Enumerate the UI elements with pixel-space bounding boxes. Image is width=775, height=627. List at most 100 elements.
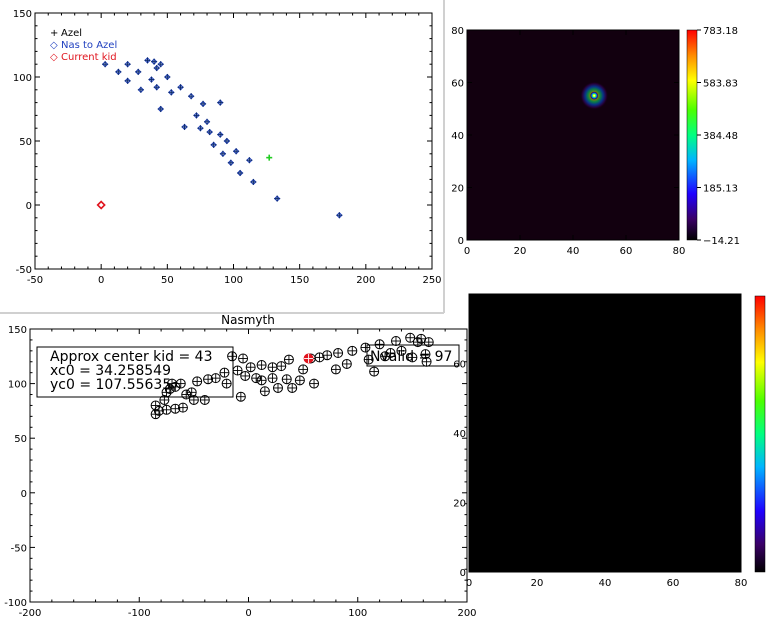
azel-xtick-label: 100: [224, 275, 243, 286]
nas-xtick-label: 200: [457, 608, 476, 619]
azel-legend-symbol: +: [50, 28, 58, 39]
nasmyth-plot: Nasmyth -200 -100 0 100 200 -100-50050100150…: [4, 313, 476, 619]
azel-point: [336, 212, 343, 219]
nas-point: [309, 378, 320, 389]
azel-xtick-label: 150: [290, 275, 309, 286]
nas-point: [341, 358, 352, 369]
beam-map-y-axis: 0 20 40 60 80: [451, 26, 679, 247]
azel-legend: + Azel◇ Nas to Azel◇ Current kid: [50, 28, 117, 63]
beam-xtick-label: 60: [620, 246, 633, 257]
yc0-label: yc0 = 107.55635: [50, 377, 171, 393]
beam-map-peak: [590, 91, 599, 100]
azel-xtick-label: 200: [356, 275, 375, 286]
azel-ytick-label: 100: [13, 73, 32, 84]
nas-point: [251, 373, 262, 384]
empty-map-plot: 0 20 40 60 80 0 20 40 60: [453, 293, 766, 589]
empty-xtick-label: 0: [466, 578, 472, 589]
azel-point: [150, 58, 158, 65]
nas-current-kid-point: [303, 353, 314, 364]
nasmyth-x-axis: -200 -100 0 100 200: [19, 329, 477, 619]
nas-point: [294, 375, 305, 386]
azel-point: [236, 169, 244, 177]
beam-colorbar-tick-label: 384.48: [703, 131, 738, 142]
nas-point: [314, 352, 325, 363]
nas-point: [267, 373, 278, 384]
nas-point: [360, 342, 371, 353]
nas-point: [181, 389, 192, 400]
nvalid-annotation-box: [366, 344, 460, 367]
nas-point: [287, 382, 298, 393]
beam-xtick-label: 20: [514, 246, 527, 257]
empty-ytick-label: 20: [453, 499, 466, 510]
beam-ytick-label: 60: [451, 79, 464, 90]
azel-point: [164, 73, 171, 81]
beam-ytick-label: 40: [451, 131, 464, 142]
center-kid-annotation-box: [36, 346, 234, 398]
nas-point: [363, 354, 374, 365]
nas-point: [192, 376, 203, 387]
nas-point: [347, 345, 358, 356]
azel-point: [177, 84, 184, 91]
nas-point: [369, 366, 380, 377]
azel-point: [187, 92, 195, 100]
nas-point: [283, 354, 294, 365]
nas-point: [390, 336, 401, 347]
azel-point: [101, 60, 109, 68]
nas-point: [219, 367, 230, 378]
empty-xtick-label: 20: [531, 578, 544, 589]
nas-point: [164, 384, 175, 395]
azel-point: [124, 60, 131, 68]
nas-ytick-label: -100: [4, 598, 27, 609]
nas-point: [276, 361, 287, 372]
azel-point: [148, 76, 155, 83]
azel-point: [273, 195, 281, 202]
azel-xtick-label: 250: [422, 275, 441, 286]
nas-point: [170, 381, 181, 392]
beam-colorbar: [686, 29, 698, 241]
empty-colorbar: [754, 295, 766, 573]
azel-legend-symbol: ◇: [50, 52, 58, 63]
azel-point: [246, 156, 253, 164]
nas-point: [210, 373, 221, 384]
beam-colorbar-ticks: 783.18 583.83 384.48 185.13 −14.21: [697, 26, 740, 247]
nas-point: [396, 345, 407, 356]
azel-legend-label: Azel: [61, 28, 82, 39]
nas-point: [177, 402, 188, 413]
beam-xtick-label: 80: [673, 246, 686, 257]
azel-current-kid-point: [96, 200, 106, 210]
azel-point: [210, 141, 217, 149]
beam-colorbar-tick-label: 185.13: [703, 184, 738, 195]
nas-point: [227, 351, 238, 362]
empty-ytick-label: 0: [460, 568, 466, 579]
beam-map-image: [467, 30, 679, 240]
azel-panel-bg: [0, 0, 444, 313]
nas-point: [203, 374, 214, 385]
nasmyth-y-axis: -100 -50 0 50 100 150: [4, 325, 467, 609]
empty-ytick-label: 40: [453, 429, 466, 440]
azel-series: [96, 57, 343, 219]
nas-point: [272, 382, 283, 393]
azel-point: [115, 68, 122, 76]
azel-legend-symbol: ◇: [50, 40, 58, 51]
nas-point: [188, 394, 199, 405]
azel-point: [157, 105, 164, 113]
azel-ytick-label: 0: [26, 201, 32, 212]
nas-point: [240, 370, 251, 381]
beam-map-plot: 0 20 40 60 80 0 20 40 60 80 783.18 583.83 384.48 18…: [451, 26, 740, 257]
nas-point: [267, 362, 278, 373]
nas-point: [232, 365, 243, 376]
azel-point: [193, 112, 200, 119]
nas-point: [161, 404, 172, 415]
nas-point: [235, 391, 246, 402]
azel-point: [153, 64, 160, 72]
azel-legend-label: Nas to Azel: [61, 40, 117, 51]
beam-ytick-label: 20: [451, 184, 464, 195]
nas-point: [407, 352, 418, 363]
azel-ytick-label: -50: [16, 265, 32, 276]
beam-colorbar-tick-label: −14.21: [703, 236, 740, 247]
nas-ytick-label: -50: [11, 543, 27, 554]
azel-point: [168, 89, 175, 96]
azel-point: [197, 124, 204, 132]
